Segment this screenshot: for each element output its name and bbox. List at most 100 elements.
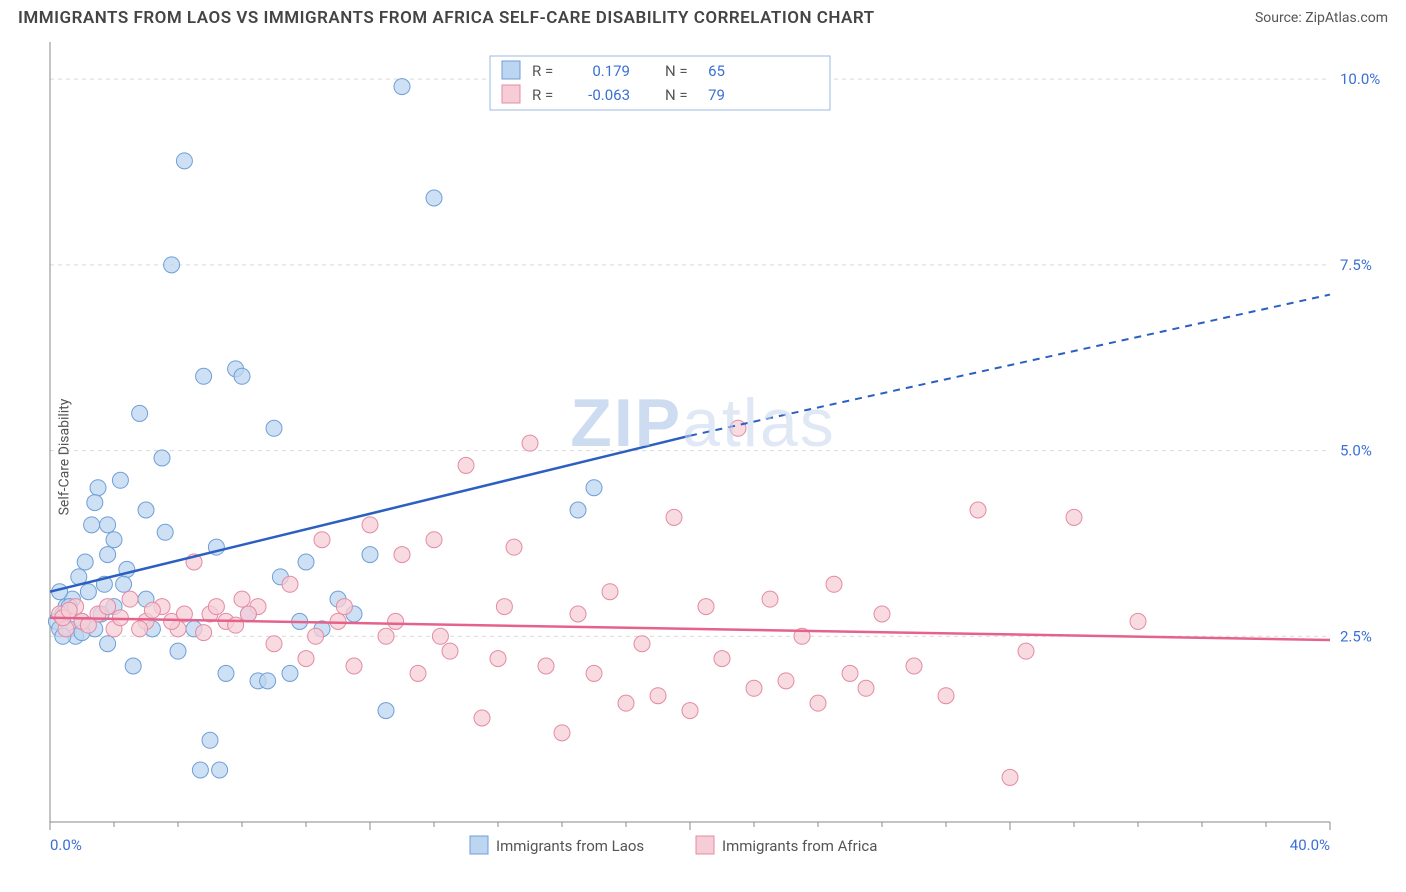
data-point [388, 613, 404, 629]
data-point [100, 517, 116, 533]
data-point [308, 628, 324, 644]
data-point [234, 368, 250, 384]
data-point [650, 688, 666, 704]
y-tick-label: 2.5% [1340, 627, 1372, 645]
data-point [132, 405, 148, 421]
data-point [378, 703, 394, 719]
legend-swatch [696, 836, 714, 854]
data-point [106, 532, 122, 548]
data-point [218, 665, 234, 681]
data-point [570, 606, 586, 622]
data-point [458, 457, 474, 473]
data-point [538, 658, 554, 674]
data-point [164, 257, 180, 273]
data-point [170, 643, 186, 659]
legend-label: Immigrants from Laos [496, 837, 644, 855]
data-point [298, 554, 314, 570]
data-point [298, 651, 314, 667]
data-point [240, 606, 256, 622]
data-point [154, 450, 170, 466]
data-point [100, 636, 116, 652]
stat-n-label: N = [665, 62, 688, 80]
data-point [192, 762, 208, 778]
data-point [112, 472, 128, 488]
data-point [602, 584, 618, 600]
data-point [208, 599, 224, 615]
data-point [144, 602, 160, 618]
data-point [490, 651, 506, 667]
source-name: ZipAtlas.com [1305, 10, 1388, 26]
x-tick-label: 40.0% [1290, 836, 1330, 854]
data-point [442, 643, 458, 659]
data-point [394, 79, 410, 95]
data-point [196, 368, 212, 384]
data-point [570, 502, 586, 518]
source-attribution: Source: ZipAtlas.com [1255, 10, 1388, 26]
data-point [970, 502, 986, 518]
data-point [666, 509, 682, 525]
stat-r-value: 0.179 [592, 62, 630, 80]
data-point [125, 658, 141, 674]
data-point [554, 725, 570, 741]
data-point [426, 532, 442, 548]
y-tick-label: 7.5% [1340, 256, 1372, 274]
legend-label: Immigrants from Africa [722, 837, 877, 855]
chart-area: Self-Care Disability ZIPatlas 2.5%5.0%7.… [0, 32, 1406, 882]
trend-line-projection [690, 295, 1330, 436]
data-point [202, 732, 218, 748]
y-tick-label: 5.0% [1340, 442, 1372, 460]
data-point [810, 695, 826, 711]
data-point [506, 539, 522, 555]
data-point [228, 617, 244, 633]
data-point [474, 710, 490, 726]
data-point [432, 628, 448, 644]
data-point [346, 658, 362, 674]
data-point [1130, 613, 1146, 629]
legend-swatch [502, 61, 520, 79]
data-point [410, 665, 426, 681]
header: IMMIGRANTS FROM LAOS VS IMMIGRANTS FROM … [0, 0, 1406, 32]
data-point [77, 554, 93, 570]
chart-title: IMMIGRANTS FROM LAOS VS IMMIGRANTS FROM … [18, 8, 875, 28]
data-point [826, 576, 842, 592]
data-point [858, 680, 874, 696]
legend-swatch [502, 85, 520, 103]
data-point [874, 606, 890, 622]
data-point [618, 695, 634, 711]
data-point [282, 576, 298, 592]
data-point [196, 625, 212, 641]
source-prefix: Source: [1255, 10, 1305, 26]
data-point [1002, 769, 1018, 785]
y-tick-label: 10.0% [1340, 70, 1380, 88]
data-point [938, 688, 954, 704]
data-point [586, 665, 602, 681]
data-point [132, 621, 148, 637]
data-point [260, 673, 276, 689]
data-point [212, 762, 228, 778]
scatter-chart: 2.5%5.0%7.5%10.0%0.0%40.0%R =0.179N =65R… [0, 32, 1406, 882]
data-point [234, 591, 250, 607]
stat-n-value: 79 [708, 86, 725, 104]
data-point [87, 495, 103, 511]
data-point [682, 703, 698, 719]
x-tick-label: 0.0% [50, 836, 82, 854]
y-axis-label: Self-Care Disability [56, 399, 72, 516]
data-point [634, 636, 650, 652]
data-point [362, 547, 378, 563]
data-point [80, 584, 96, 600]
data-point [1066, 509, 1082, 525]
data-point [778, 673, 794, 689]
data-point [378, 628, 394, 644]
data-point [496, 599, 512, 615]
data-point [138, 502, 154, 518]
data-point [362, 517, 378, 533]
legend-swatch [470, 836, 488, 854]
data-point [842, 665, 858, 681]
data-point [90, 480, 106, 496]
data-point [84, 517, 100, 533]
data-point [762, 591, 778, 607]
data-point [116, 576, 132, 592]
data-point [61, 602, 77, 618]
stat-r-value: -0.063 [588, 86, 630, 104]
data-point [266, 636, 282, 652]
